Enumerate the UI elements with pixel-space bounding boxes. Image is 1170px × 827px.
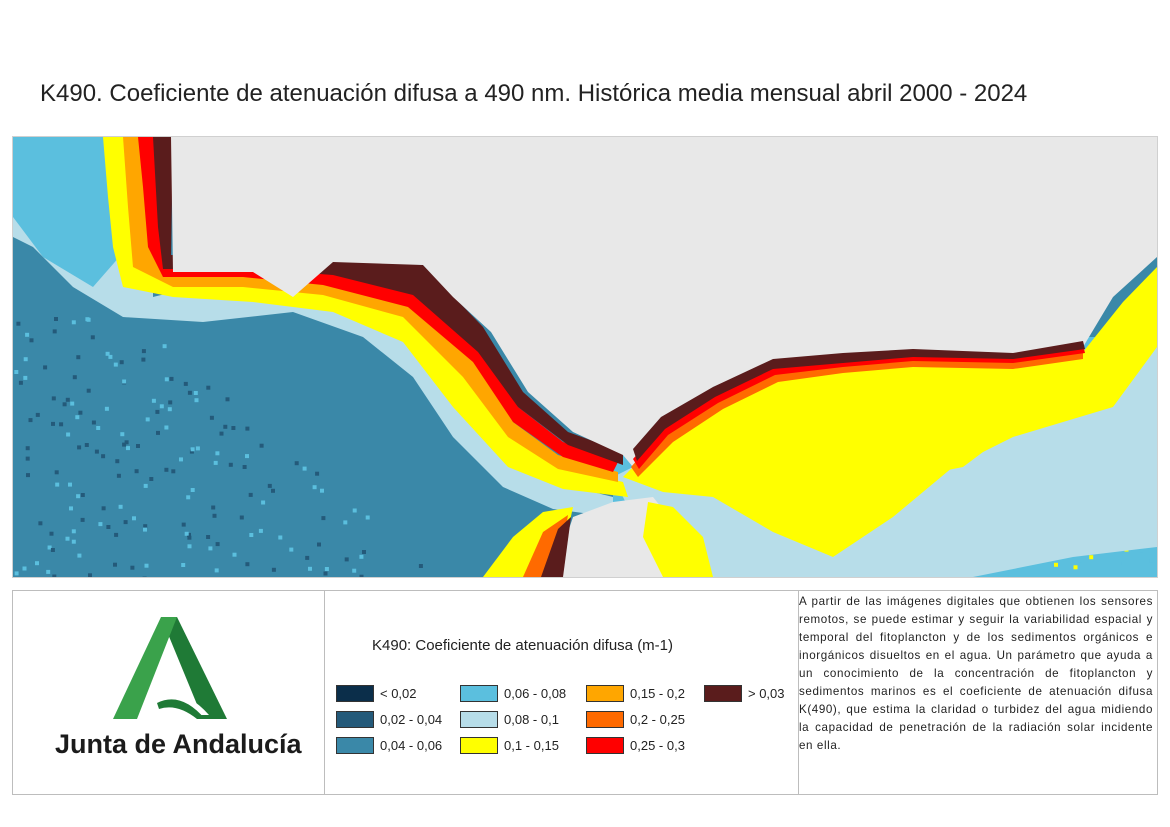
legend-swatch [336, 685, 374, 702]
red-band-east [633, 345, 1085, 469]
orange-band-west [123, 137, 618, 482]
brown-band-west [153, 137, 623, 465]
legend-label: 0,02 - 0,04 [380, 712, 443, 727]
legend-item: 0,2 - 0,25 [586, 711, 685, 728]
legend-label: 0,06 - 0,08 [504, 686, 567, 701]
legend-item: 0,06 - 0,08 [460, 685, 566, 702]
map-title: K490. Coeficiente de atenuación difusa a… [40, 80, 1028, 107]
legend-label: < 0,02 [380, 686, 417, 701]
orange-band-east [631, 349, 1083, 477]
turbid-africa-east [643, 502, 713, 577]
legend-item: 0,15 - 0,2 [586, 685, 685, 702]
legend-swatch [704, 685, 742, 702]
legend-item: 0,25 - 0,3 [586, 737, 685, 754]
info-panel: Junta de Andalucía K490: Coeficiente de … [12, 590, 1158, 795]
logo-cell: Junta de Andalucía [13, 591, 325, 794]
description-cell: A partir de las imágenes digitales que o… [799, 593, 1153, 793]
legend-swatch [586, 685, 624, 702]
legend-item: 0,08 - 0,1 [460, 711, 559, 728]
legend-item: 0,1 - 0,15 [460, 737, 559, 754]
legend-item: < 0,02 [336, 685, 417, 702]
legend-label: 0,04 - 0,06 [380, 738, 443, 753]
legend-swatch [460, 711, 498, 728]
legend-swatch [586, 737, 624, 754]
description-text: A partir de las imágenes digitales que o… [799, 595, 1153, 752]
shelf-west [13, 137, 613, 517]
legend-label: 0,2 - 0,25 [630, 712, 685, 727]
legend-item: 0,02 - 0,04 [336, 711, 442, 728]
brown-africa-west [541, 517, 571, 577]
legend-swatch [336, 737, 374, 754]
legend-label: > 0,03 [748, 686, 785, 701]
legend-swatch [460, 685, 498, 702]
legend-swatch [336, 711, 374, 728]
red-band-west [138, 137, 618, 472]
turbid-patch-east [793, 387, 1003, 477]
map-canvas [13, 137, 1157, 577]
legend-label: 0,08 - 0,1 [504, 712, 559, 727]
legend-swatch [460, 737, 498, 754]
legend-title: K490: Coeficiente de atenuación difusa (… [372, 637, 674, 654]
k490-map [12, 136, 1158, 578]
turbid-band-west [103, 137, 628, 497]
legend-label: 0,25 - 0,3 [630, 738, 685, 753]
brown-band-east [633, 341, 1085, 461]
land-iberia [171, 137, 1157, 467]
legend-swatch [586, 711, 624, 728]
legend-label: 0,1 - 0,15 [504, 738, 559, 753]
legend: K490: Coeficiente de atenuación difusa (… [324, 591, 799, 794]
legend-item: > 0,03 [704, 685, 785, 702]
legend-label: 0,15 - 0,2 [630, 686, 685, 701]
junta-logo-icon [113, 617, 227, 719]
legend-item: 0,04 - 0,06 [336, 737, 442, 754]
junta-logo-text: Junta de Andalucía [55, 729, 302, 759]
